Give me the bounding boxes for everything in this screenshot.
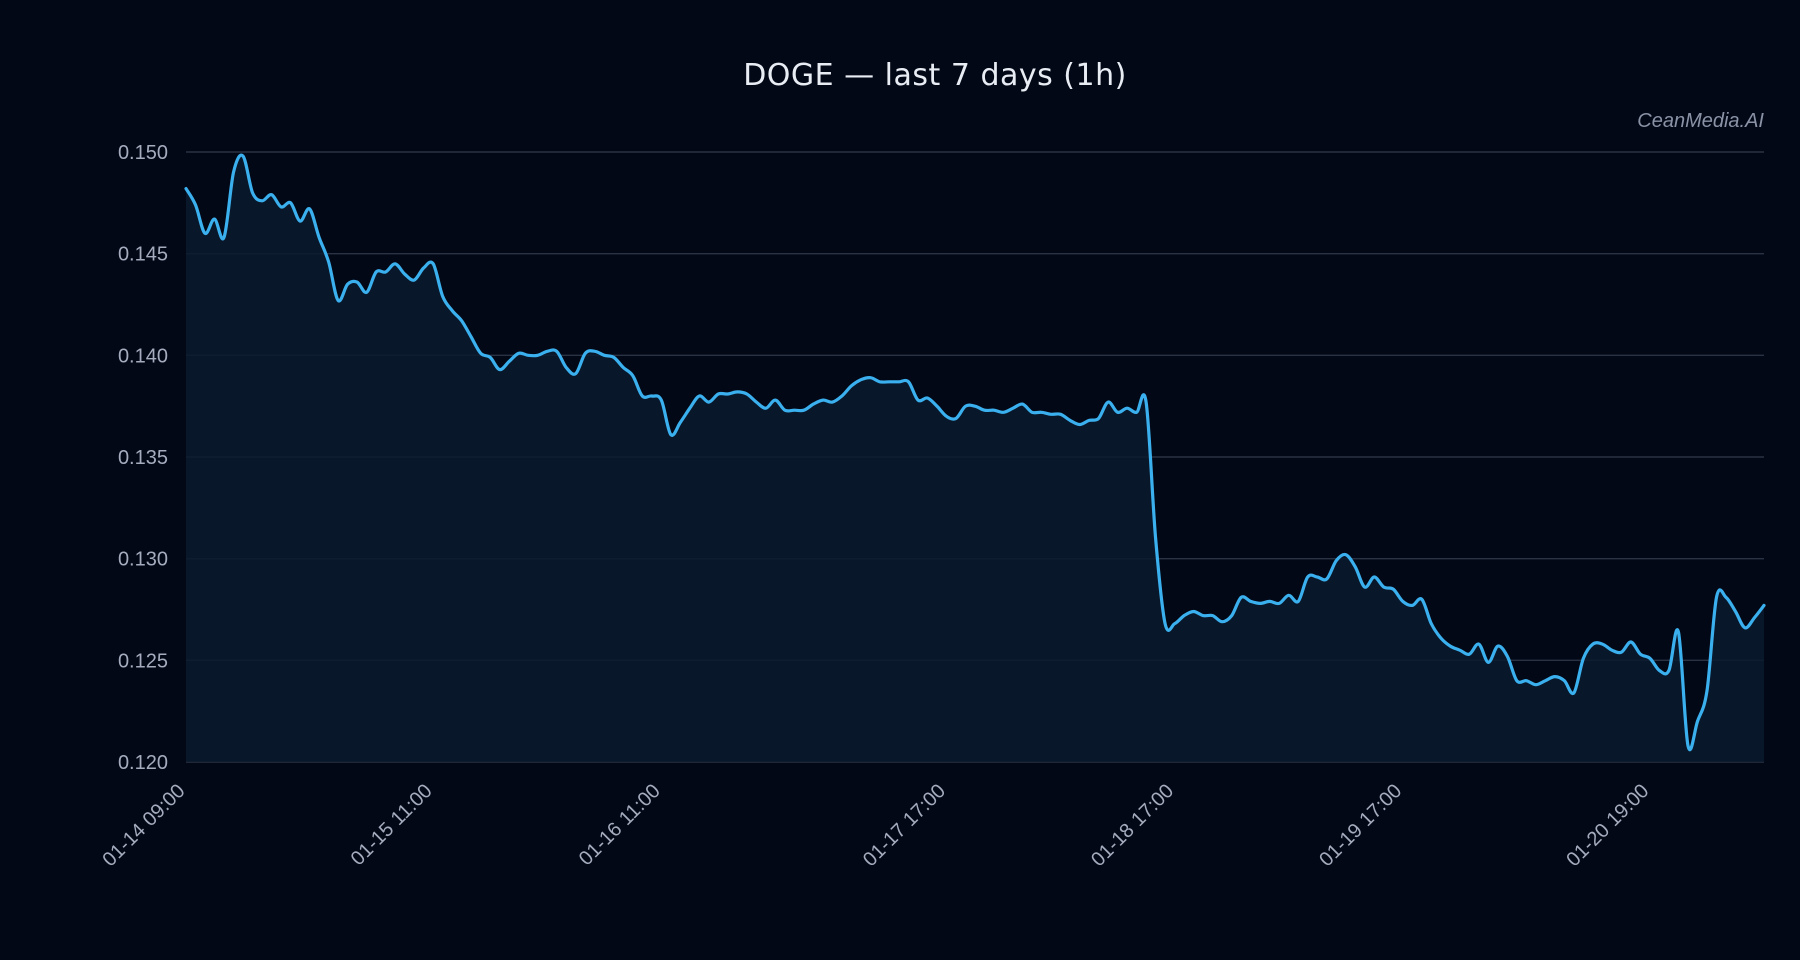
x-tick-label: 01-17 17:00: [859, 780, 950, 871]
x-tick-label: 01-19 17:00: [1315, 780, 1406, 871]
y-tick-label: 0.145: [118, 244, 168, 266]
y-axis: 0.150 0.145 0.140 0.135 0.130 0.125 0.120: [118, 142, 168, 774]
x-tick-label: 01-16 11:00: [575, 780, 665, 870]
x-axis: 01-14 09:00 01-15 11:00 01-16 11:00 01-17 1…: [98, 780, 1653, 871]
y-tick-label: 0.135: [118, 447, 168, 469]
x-tick-label: 01-15 11:00: [347, 780, 437, 870]
x-tick-label: 01-20 19:00: [1562, 780, 1653, 871]
watermark-label: CeanMedia.AI: [1637, 110, 1764, 132]
x-tick-label: 01-18 17:00: [1087, 780, 1178, 871]
plot-area: [184, 153, 1766, 763]
y-tick-label: 0.140: [118, 345, 168, 367]
y-tick-label: 0.150: [118, 142, 168, 164]
x-tick-label: 01-14 09:00: [98, 780, 189, 871]
y-tick-label: 0.120: [118, 752, 168, 774]
series-area-fill: [186, 155, 1764, 763]
price-series-line: [184, 153, 1766, 752]
y-tick-label: 0.125: [118, 650, 168, 672]
chart-title: DOGE — last 7 days (1h): [743, 58, 1127, 93]
y-tick-label: 0.130: [118, 549, 168, 571]
